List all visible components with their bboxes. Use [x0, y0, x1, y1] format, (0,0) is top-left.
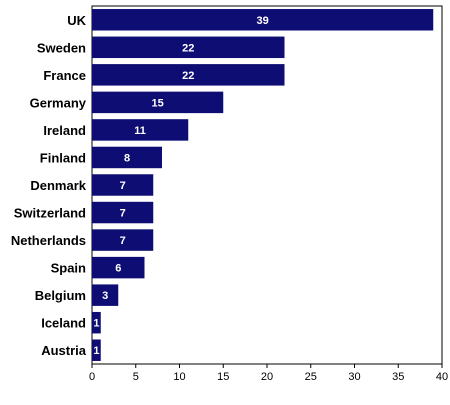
bar-value-label: 39 — [257, 15, 269, 27]
category-label: Sweden — [37, 40, 86, 55]
category-labels-group: UK Sweden France Germany Ireland Finland Denma… — [11, 13, 87, 358]
bar — [92, 284, 119, 306]
bar-value-label: 11 — [134, 125, 146, 137]
bar-value-label: 3 — [102, 290, 108, 302]
category-label: Switzerland — [14, 206, 86, 221]
category-label: Belgium — [35, 288, 86, 303]
bar — [92, 91, 224, 114]
bar — [92, 64, 285, 86]
category-label: Germany — [30, 95, 87, 110]
bar — [92, 339, 101, 361]
x-tick-label: 40 — [436, 371, 448, 383]
bar-value-label: 22 — [182, 70, 194, 82]
category-label: Netherlands — [11, 233, 86, 248]
x-tick-label: 25 — [305, 371, 317, 383]
category-label: Denmark — [30, 178, 86, 193]
x-tick-label: 10 — [173, 371, 185, 383]
category-label: Ireland — [43, 123, 86, 138]
x-axis-ticks-group: 0 5 10 15 20 25 30 35 40 — [89, 364, 448, 383]
x-tick-label: 0 — [89, 371, 95, 383]
category-label: Austria — [41, 343, 87, 358]
category-label: UK — [67, 13, 86, 28]
category-label: Finland — [40, 150, 86, 165]
bar — [92, 146, 162, 169]
bar-value-label: 7 — [120, 208, 126, 220]
bar — [92, 9, 434, 31]
category-label: France — [43, 68, 86, 83]
bar — [92, 311, 101, 334]
x-tick-label: 15 — [217, 371, 229, 383]
x-tick-label: 30 — [348, 371, 360, 383]
bar — [92, 256, 145, 279]
bar-value-label: 7 — [120, 180, 126, 192]
bar-value-label: 8 — [124, 152, 130, 164]
x-tick-label: 35 — [392, 371, 404, 383]
x-tick-label: 5 — [133, 371, 139, 383]
bar — [92, 201, 154, 224]
bar-value-label: 15 — [152, 97, 164, 109]
x-tick-label: 20 — [261, 371, 273, 383]
category-label: Spain — [51, 261, 86, 276]
category-label: Iceland — [41, 316, 86, 331]
bar-value-label: 1 — [93, 318, 99, 330]
bar — [92, 174, 154, 196]
bar — [92, 119, 189, 141]
bar — [92, 36, 285, 59]
bar — [92, 229, 154, 251]
bar-value-label: 7 — [120, 235, 126, 247]
bar-value-label: 22 — [182, 42, 194, 54]
bar-value-label: 1 — [93, 345, 99, 357]
bar-value-label: 6 — [115, 263, 121, 275]
